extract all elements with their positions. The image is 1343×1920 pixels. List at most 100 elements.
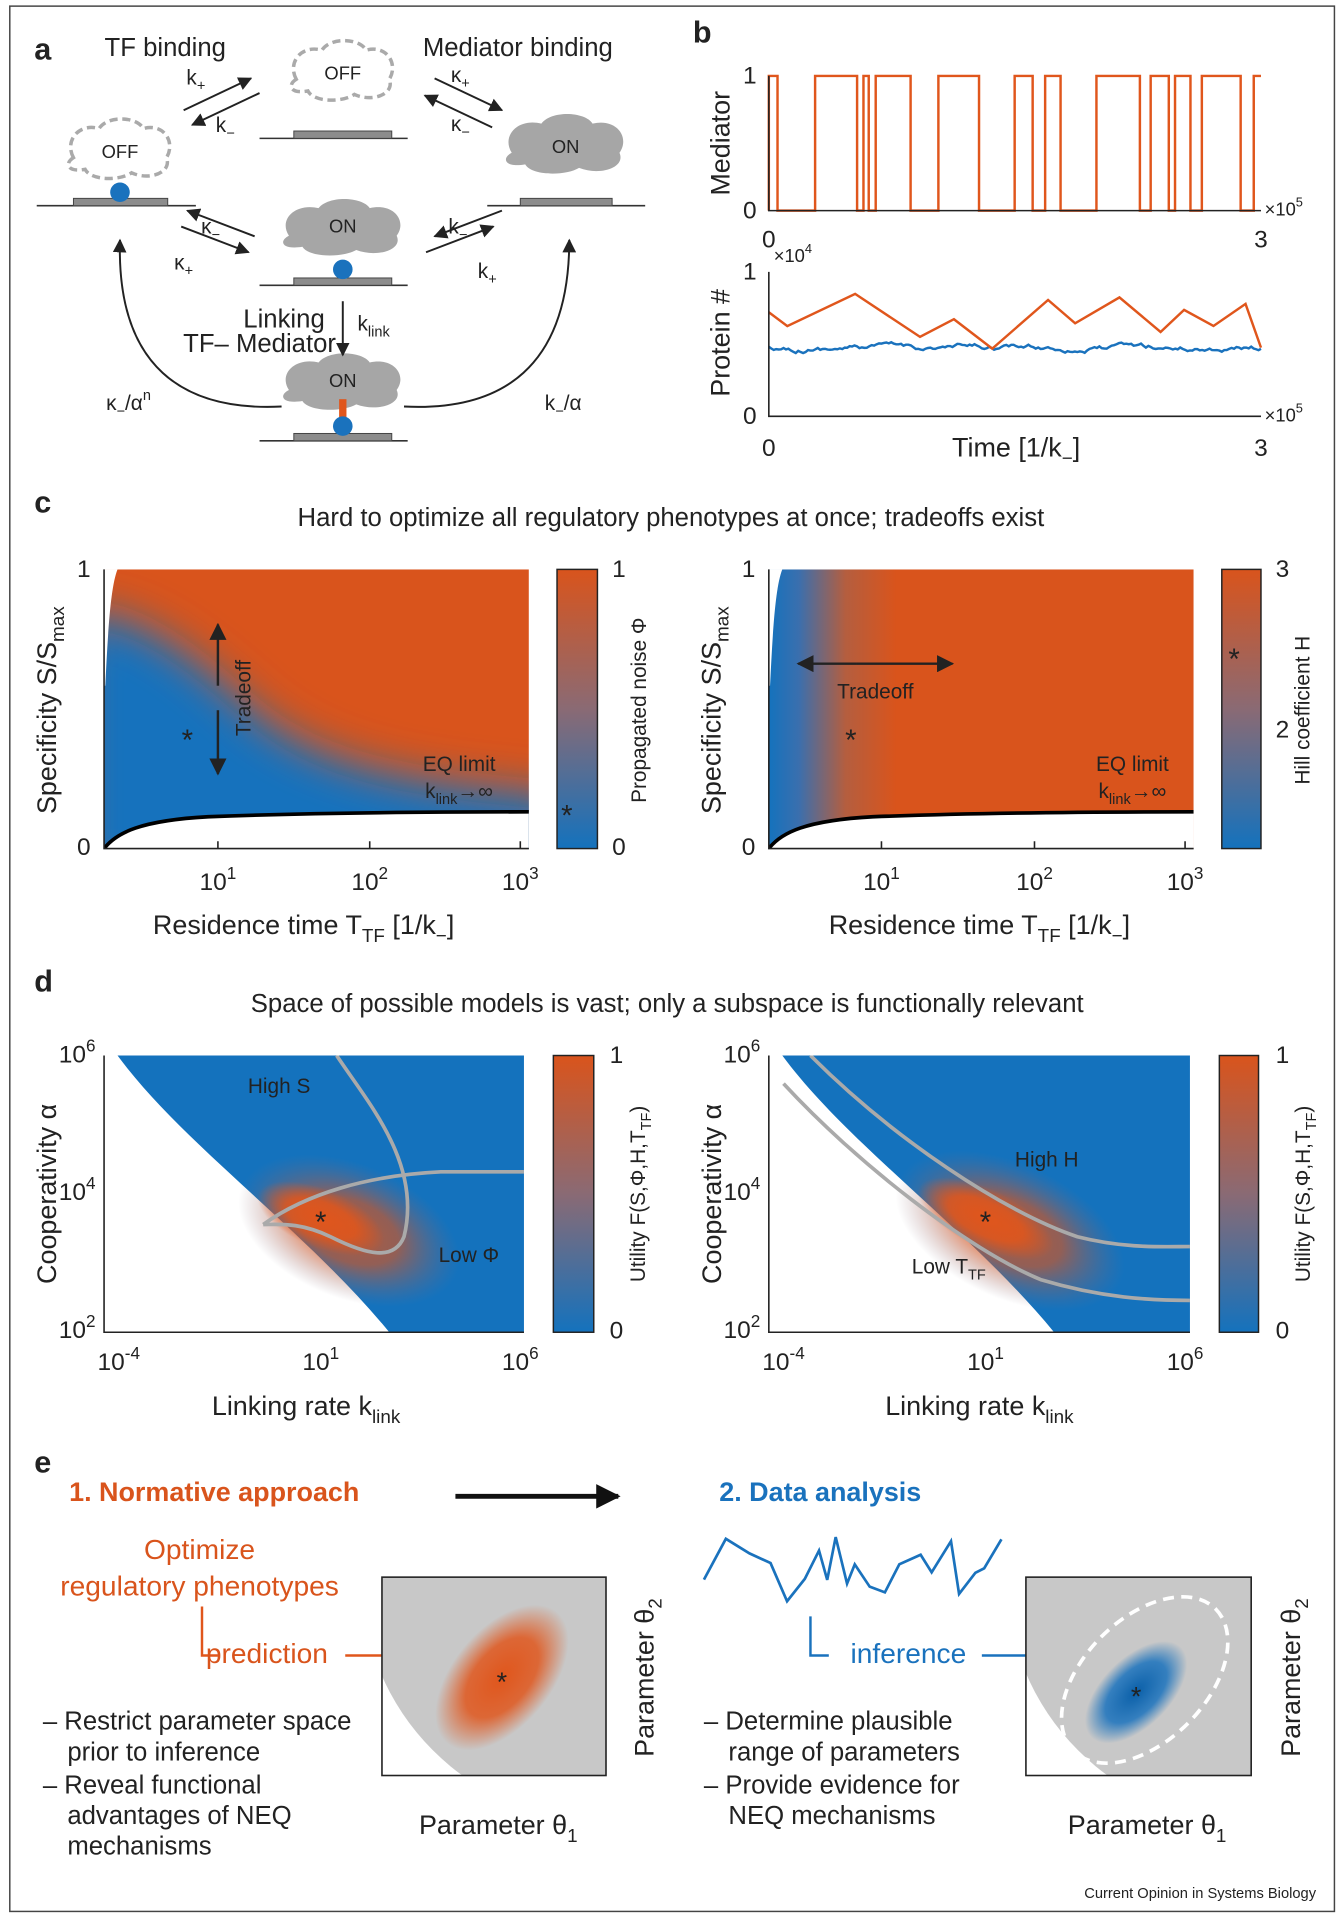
shape: [293, 130, 393, 139]
annotation: High H: [1015, 1148, 1079, 1171]
bullet: prior to inference: [67, 1738, 260, 1766]
text-part: 1: [227, 863, 237, 883]
star: *: [1131, 1681, 1142, 1711]
rate: k+: [478, 259, 497, 287]
text-part: TF: [968, 1267, 986, 1283]
x-tick-label: 0: [762, 227, 776, 254]
mediator-off: [66, 117, 172, 181]
shape: [104, 811, 529, 849]
text-part: n: [143, 388, 151, 404]
shape: [1084, 1641, 1188, 1744]
text-part: 10: [863, 870, 890, 897]
shape: [768, 1055, 1190, 1334]
star: *: [315, 1206, 326, 1239]
text-part: 10: [59, 1318, 86, 1345]
time-series: Mediator 1 0 0 3 ×105 Protein # 1 0 ×104…: [705, 63, 1303, 469]
text-part: ]: [1073, 432, 1080, 462]
y-tick-label: 1: [742, 556, 756, 583]
text-part: −: [436, 925, 447, 946]
heatmap: [768, 569, 1194, 849]
star: *: [182, 724, 193, 757]
text-part: 10: [302, 1350, 329, 1377]
y-label: Specificity S/Smax: [32, 606, 68, 814]
mediator-on: [283, 353, 401, 410]
step-title: 2. Data analysis: [719, 1477, 921, 1507]
bullet: – Determine plausible: [704, 1708, 953, 1736]
shape: [434, 77, 504, 112]
annotation: High S: [248, 1075, 310, 1098]
mediator-trace: [767, 74, 1261, 212]
text-part: 10: [967, 1350, 994, 1377]
colorbar-tick: 1: [612, 556, 626, 583]
text-part: −: [555, 404, 563, 420]
axis-label: Parameter θ1: [1068, 1810, 1227, 1846]
text-part: +: [488, 272, 496, 288]
text-part: Parameter θ: [630, 1609, 660, 1757]
panel-label: d: [34, 964, 53, 998]
shape: [263, 1055, 410, 1255]
colorbar-label: Utility F(S,Φ,H,TTF): [1291, 1106, 1319, 1283]
text-part: −: [1062, 448, 1073, 469]
text-part: Parameter θ: [1276, 1609, 1306, 1757]
reaction-arrows: [112, 77, 577, 408]
text-part: 6: [529, 1343, 539, 1363]
shape: [423, 94, 493, 129]
annotation: EQ limit: [1096, 753, 1169, 776]
text-part: 5: [1296, 195, 1303, 210]
text-part: −: [212, 228, 220, 244]
x-tick-label: 103: [502, 863, 539, 897]
axes: [103, 568, 1262, 850]
panel-label: a: [34, 33, 52, 67]
text-part: 3: [529, 863, 539, 883]
x-tick-label: 102: [351, 863, 388, 897]
figure-border: [9, 5, 1336, 1913]
text-part: 10: [724, 1179, 751, 1206]
text-part: −: [1112, 925, 1123, 946]
rate: κ−: [201, 215, 220, 243]
box: [1025, 1576, 1252, 1777]
shape: [425, 224, 495, 254]
text-part: κ: [106, 392, 117, 415]
heading: TF binding: [105, 34, 226, 62]
rate: klink: [357, 312, 390, 340]
text-part: 10: [1167, 870, 1194, 897]
text-part: κ: [201, 215, 212, 238]
y-tick-label: 1: [743, 259, 757, 286]
star: *: [561, 800, 572, 833]
x-tick-label: 0: [762, 435, 776, 462]
text-part: −: [117, 404, 125, 420]
rate: k−: [448, 215, 467, 243]
text-part: 10: [762, 1350, 789, 1377]
tf: [332, 259, 353, 280]
state-label: ON: [329, 216, 357, 237]
shape: [519, 197, 613, 207]
tradeoff-arrow: [209, 622, 955, 776]
y-tick-label: 106: [724, 1035, 761, 1069]
text-part: /α: [125, 392, 143, 415]
text-part: 6: [86, 1035, 96, 1055]
shape: [917, 1177, 1054, 1260]
shape: [112, 238, 282, 408]
shape: [403, 238, 577, 408]
x-label: Time [1/k−]: [952, 432, 1080, 468]
rate: κ−: [451, 112, 470, 140]
y-label: Cooperativity α: [32, 1104, 62, 1284]
parameter-space: [381, 1577, 607, 1776]
axis: [768, 271, 1261, 418]
x-scale: ×105: [1265, 195, 1303, 220]
text-part: 10: [98, 1350, 125, 1377]
d-labels: Cooperativity α 106 104 102 10-4 101 106…: [32, 1035, 1320, 1427]
text-part: k: [478, 259, 489, 282]
heatmap: [782, 1055, 1190, 1333]
x-tick-label: 10-4: [98, 1343, 141, 1377]
x-scale: ×105: [1265, 400, 1303, 425]
state-label: OFF: [324, 63, 361, 84]
colorbar-tick: 1: [1276, 1042, 1290, 1069]
text-part: ): [627, 1106, 650, 1113]
y-tick-label: 0: [77, 834, 91, 861]
text-part: Low T: [912, 1255, 969, 1278]
star: *: [497, 1667, 508, 1697]
text-part: k: [216, 114, 227, 137]
annotation: klink→∞: [425, 780, 493, 808]
